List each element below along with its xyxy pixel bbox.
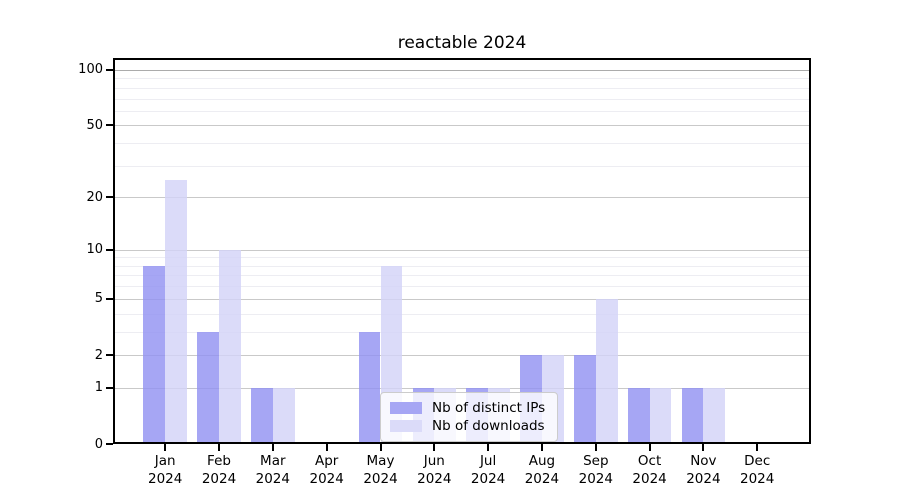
x-tick-mark xyxy=(164,444,167,451)
bar xyxy=(649,387,672,444)
chart-title: reactable 2024 xyxy=(397,33,527,53)
bar xyxy=(143,265,166,444)
y-tick-label: 10 xyxy=(86,242,103,258)
minor-gridline xyxy=(113,87,811,89)
y-tick-label: 100 xyxy=(78,62,103,78)
x-tick-mark xyxy=(648,444,651,451)
legend-label: Nb of downloads xyxy=(432,418,545,434)
minor-gridline xyxy=(113,286,811,288)
y-tick-mark xyxy=(106,248,113,251)
bar xyxy=(595,298,618,444)
legend-swatch xyxy=(390,402,422,414)
x-tick-mark xyxy=(702,444,705,451)
minor-gridline xyxy=(113,313,811,315)
minor-gridline xyxy=(113,110,811,112)
y-tick-mark xyxy=(106,354,113,356)
legend-row: Nb of downloads xyxy=(390,418,545,434)
x-tick-label: Oct 2024 xyxy=(632,453,667,487)
x-tick-mark xyxy=(379,444,382,451)
y-tick-mark xyxy=(106,297,113,300)
bar xyxy=(703,387,726,444)
bar xyxy=(197,331,219,444)
minor-gridline xyxy=(113,78,811,80)
y-tick-mark xyxy=(106,386,113,389)
legend-label: Nb of distinct IPs xyxy=(432,400,546,416)
x-tick-label: Feb 2024 xyxy=(201,453,237,487)
bar xyxy=(358,331,381,444)
bar xyxy=(165,179,187,444)
bar xyxy=(681,387,704,444)
x-tick-label: Jan 2024 xyxy=(148,453,183,487)
x-tick-label: Jul 2024 xyxy=(470,453,506,487)
x-tick-mark xyxy=(487,444,490,451)
major-gridline xyxy=(113,249,811,251)
bar xyxy=(272,387,295,444)
bar xyxy=(627,387,650,444)
x-tick-label: May 2024 xyxy=(363,453,398,487)
x-tick-mark xyxy=(271,444,274,451)
y-tick-label: 2 xyxy=(94,347,103,363)
x-tick-label: Nov 2024 xyxy=(686,453,721,487)
bar xyxy=(251,387,273,444)
x-tick-mark xyxy=(218,444,220,451)
minor-gridline xyxy=(113,98,811,100)
x-tick-label: Mar 2024 xyxy=(255,453,290,487)
minor-gridline xyxy=(113,275,811,277)
x-tick-mark xyxy=(540,444,543,451)
legend: Nb of distinct IPs Nb of downloads xyxy=(380,392,559,442)
x-tick-label: Jun 2024 xyxy=(417,453,452,487)
x-tick-label: Aug 2024 xyxy=(524,453,560,487)
bar xyxy=(574,355,596,444)
major-gridline xyxy=(113,355,811,356)
x-tick-label: Apr 2024 xyxy=(309,453,344,487)
legend-swatch xyxy=(390,420,422,432)
major-gridline xyxy=(113,298,811,300)
minor-gridline xyxy=(113,143,811,144)
x-tick-label: Dec 2024 xyxy=(740,453,775,487)
minor-gridline xyxy=(113,257,811,259)
legend-row: Nb of distinct IPs xyxy=(390,400,545,416)
major-gridline xyxy=(113,69,811,71)
minor-gridline xyxy=(113,165,811,167)
y-tick-mark xyxy=(106,196,113,199)
y-tick-label: 20 xyxy=(86,189,103,205)
y-tick-mark xyxy=(106,124,113,127)
major-gridline xyxy=(113,197,811,199)
y-tick-mark xyxy=(106,68,113,71)
minor-gridline xyxy=(113,265,811,267)
x-tick-mark xyxy=(325,444,328,451)
x-tick-mark xyxy=(594,444,597,451)
y-tick-mark xyxy=(106,443,113,445)
y-tick-label: 50 xyxy=(86,117,103,133)
bar xyxy=(219,249,241,444)
minor-gridline xyxy=(113,331,811,333)
y-tick-label: 0 xyxy=(94,436,103,452)
x-tick-label: Sep 2024 xyxy=(578,453,613,487)
major-gridline xyxy=(113,387,811,389)
y-tick-label: 5 xyxy=(94,291,103,307)
x-tick-mark xyxy=(433,444,436,451)
y-tick-label: 1 xyxy=(94,380,103,396)
x-tick-mark xyxy=(756,444,759,451)
major-gridline xyxy=(113,125,811,127)
